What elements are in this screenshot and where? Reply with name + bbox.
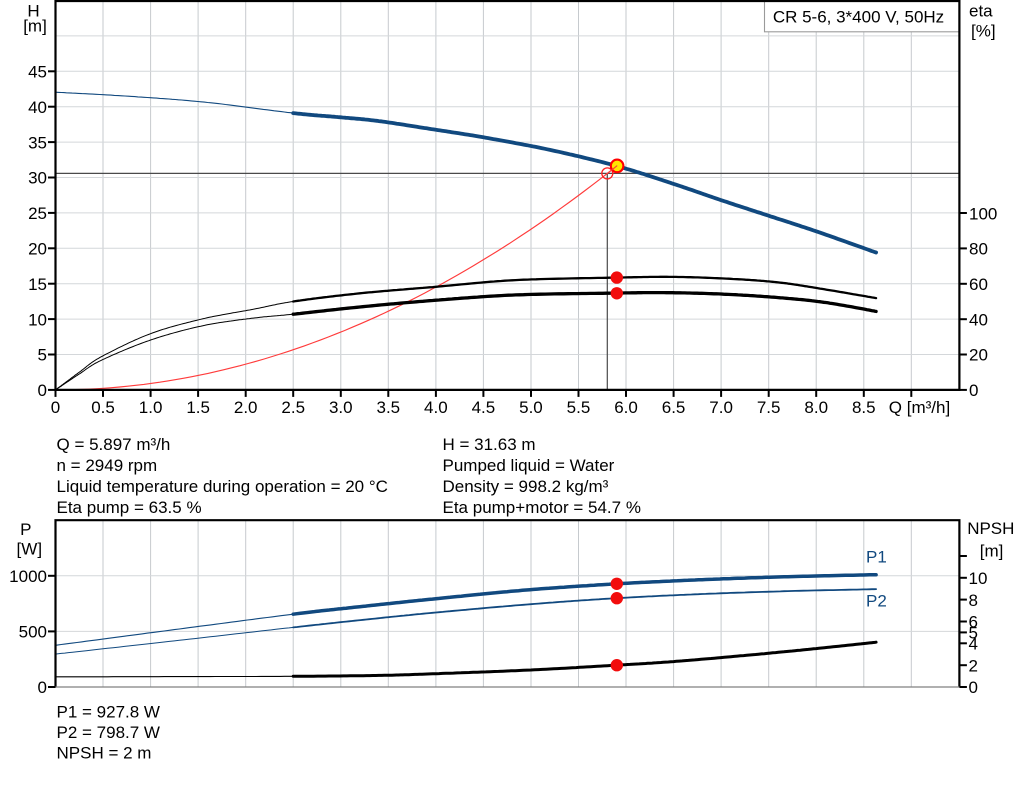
svg-text:5.5: 5.5 (567, 398, 591, 417)
svg-text:2.5: 2.5 (281, 398, 305, 417)
svg-text:0: 0 (969, 678, 978, 697)
svg-text:2.0: 2.0 (234, 398, 258, 417)
svg-text:0.5: 0.5 (91, 398, 115, 417)
svg-text:6.5: 6.5 (662, 398, 686, 417)
svg-text:20: 20 (969, 346, 988, 365)
svg-text:CR 5-6, 3*400 V, 50Hz: CR 5-6, 3*400 V, 50Hz (773, 7, 944, 26)
svg-text:15: 15 (28, 275, 47, 294)
svg-text:0: 0 (51, 398, 60, 417)
svg-text:[W]: [W] (17, 539, 43, 558)
svg-text:eta: eta (969, 2, 993, 21)
svg-text:Density = 998.2 kg/m³: Density = 998.2 kg/m³ (443, 477, 609, 496)
svg-text:5: 5 (38, 346, 47, 365)
svg-text:40: 40 (28, 98, 47, 117)
svg-text:4: 4 (969, 635, 978, 654)
svg-text:25: 25 (28, 204, 47, 223)
svg-text:n = 2949 rpm: n = 2949 rpm (57, 456, 158, 475)
svg-text:P: P (20, 520, 31, 539)
svg-text:10: 10 (28, 310, 47, 329)
svg-text:6.0: 6.0 (614, 398, 638, 417)
svg-text:2: 2 (969, 656, 978, 675)
svg-text:40: 40 (969, 310, 988, 329)
svg-text:[m]: [m] (980, 541, 1004, 560)
svg-text:7.0: 7.0 (709, 398, 733, 417)
svg-text:60: 60 (969, 275, 988, 294)
svg-text:8.5: 8.5 (852, 398, 876, 417)
svg-text:500: 500 (19, 623, 47, 642)
svg-text:NPSH: NPSH (967, 519, 1014, 538)
svg-text:[m]: [m] (23, 17, 47, 36)
svg-text:Pumped liquid = Water: Pumped liquid = Water (443, 456, 615, 475)
svg-text:1.5: 1.5 (186, 398, 210, 417)
svg-text:4.5: 4.5 (472, 398, 496, 417)
svg-text:3.0: 3.0 (329, 398, 353, 417)
svg-text:100: 100 (969, 204, 997, 223)
svg-text:7.5: 7.5 (757, 398, 781, 417)
svg-text:3.5: 3.5 (376, 398, 400, 417)
svg-text:[%]: [%] (971, 22, 996, 41)
svg-text:45: 45 (28, 63, 47, 82)
svg-text:5: 5 (969, 624, 978, 643)
svg-text:NPSH = 2 m: NPSH = 2 m (57, 743, 152, 762)
svg-text:35: 35 (28, 133, 47, 152)
svg-text:H = 31.63 m: H = 31.63 m (443, 435, 536, 454)
svg-text:P1: P1 (866, 548, 887, 567)
svg-text:Eta pump = 63.5 %: Eta pump = 63.5 % (57, 498, 202, 517)
svg-text:1.0: 1.0 (139, 398, 163, 417)
svg-text:8: 8 (969, 591, 978, 610)
svg-text:Liquid temperature during oper: Liquid temperature during operation = 20… (57, 477, 388, 496)
svg-text:Eta pump+motor = 54.7 %: Eta pump+motor = 54.7 % (443, 498, 641, 517)
svg-text:P2 = 798.7 W: P2 = 798.7 W (57, 723, 160, 742)
svg-text:20: 20 (28, 240, 47, 259)
svg-text:8.0: 8.0 (804, 398, 828, 417)
svg-text:1000: 1000 (9, 567, 47, 586)
svg-text:10: 10 (969, 569, 988, 588)
svg-text:30: 30 (28, 169, 47, 188)
svg-text:0: 0 (38, 381, 47, 400)
svg-text:5.0: 5.0 (519, 398, 543, 417)
svg-text:4.0: 4.0 (424, 398, 448, 417)
svg-text:0: 0 (969, 381, 978, 400)
svg-text:Q = 5.897 m³/h: Q = 5.897 m³/h (57, 435, 171, 454)
svg-text:Q [m³/h]: Q [m³/h] (889, 398, 950, 417)
svg-text:P1 = 927.8 W: P1 = 927.8 W (57, 702, 160, 721)
svg-text:P2: P2 (866, 592, 887, 611)
svg-text:H: H (27, 2, 39, 21)
svg-text:80: 80 (969, 240, 988, 259)
svg-text:6: 6 (969, 613, 978, 632)
svg-text:0: 0 (38, 678, 47, 697)
